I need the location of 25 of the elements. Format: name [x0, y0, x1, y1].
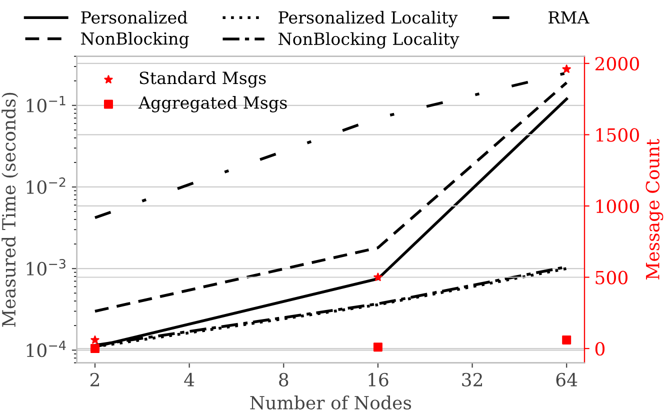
- y2-axis-title: Message Count: [646, 138, 664, 280]
- y2-tick-label: 500: [596, 270, 628, 284]
- y-axis-title: Measured Time (seconds): [2, 92, 18, 327]
- x-tick-label: 4: [184, 372, 194, 386]
- x-tick-label: 2: [90, 372, 99, 386]
- legend-label: Personalized Locality: [278, 10, 458, 28]
- y2-tick-label: 0: [595, 342, 605, 356]
- y2-tick-label: 1000: [596, 199, 639, 214]
- x-axis-title: Number of Nodes: [250, 396, 412, 410]
- y-tick-label: 10$^{−1}$: [26, 96, 66, 112]
- legend-label: NonBlocking: [81, 32, 189, 48]
- y-tick-label: 10$^{−4}$: [26, 340, 66, 358]
- y-tick-label: 10$^{−3}$: [26, 259, 66, 276]
- legend-label: Aggregated Msgs: [138, 96, 287, 112]
- legend-label: Standard Msgs: [140, 71, 266, 88]
- x-tick-label: 64: [556, 372, 578, 386]
- y2-tick-label: 2000: [595, 56, 639, 71]
- y-tick-label: 10$^{−2}$: [26, 177, 66, 194]
- legend-label: NonBlocking Locality: [278, 32, 460, 49]
- x-tick-label: 32: [462, 372, 482, 386]
- legend-label: Personalized: [81, 10, 188, 24]
- y2-tick-label: 1500: [596, 128, 639, 142]
- x-tick-label: 16: [368, 372, 388, 386]
- legend-label: RMA: [548, 11, 590, 24]
- x-tick-label: 8: [279, 372, 288, 386]
